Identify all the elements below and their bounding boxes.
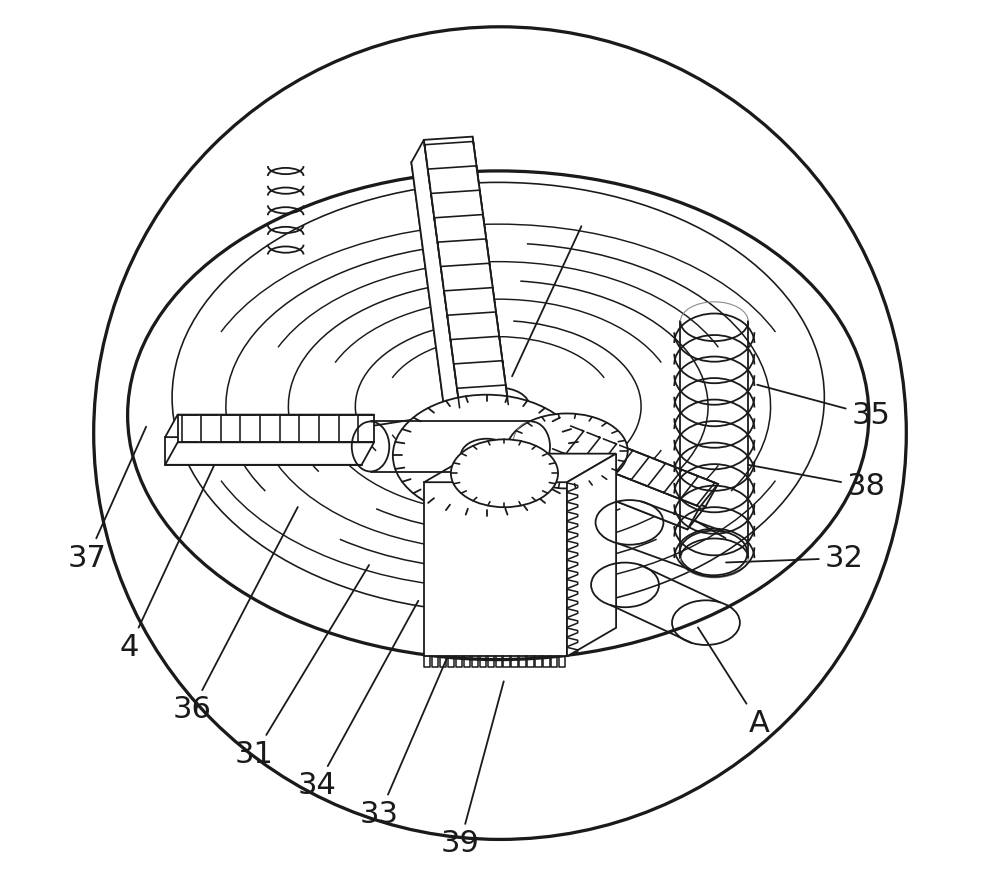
Ellipse shape [467, 388, 529, 425]
Text: A: A [698, 628, 769, 738]
Polygon shape [540, 448, 705, 530]
Polygon shape [460, 137, 508, 427]
Ellipse shape [393, 395, 580, 516]
Text: 4: 4 [120, 458, 218, 662]
Polygon shape [424, 454, 616, 482]
Ellipse shape [451, 439, 558, 507]
Ellipse shape [506, 413, 628, 488]
Polygon shape [540, 449, 700, 530]
Polygon shape [178, 414, 374, 442]
Text: 35: 35 [757, 385, 890, 430]
Polygon shape [165, 438, 362, 464]
Polygon shape [424, 137, 508, 408]
Polygon shape [424, 482, 567, 656]
Text: 38: 38 [748, 465, 886, 501]
Polygon shape [411, 159, 496, 430]
Text: 37: 37 [68, 427, 146, 572]
Text: 39: 39 [440, 681, 504, 858]
Polygon shape [558, 426, 718, 506]
Polygon shape [165, 414, 374, 438]
Polygon shape [567, 454, 616, 656]
Polygon shape [165, 442, 374, 464]
Text: 33: 33 [360, 641, 454, 829]
Text: 34: 34 [297, 601, 418, 800]
Ellipse shape [461, 438, 512, 472]
Text: 36: 36 [172, 507, 298, 724]
Text: 31: 31 [235, 565, 369, 769]
Text: 32: 32 [726, 544, 863, 572]
Polygon shape [553, 426, 718, 507]
Polygon shape [411, 140, 460, 430]
